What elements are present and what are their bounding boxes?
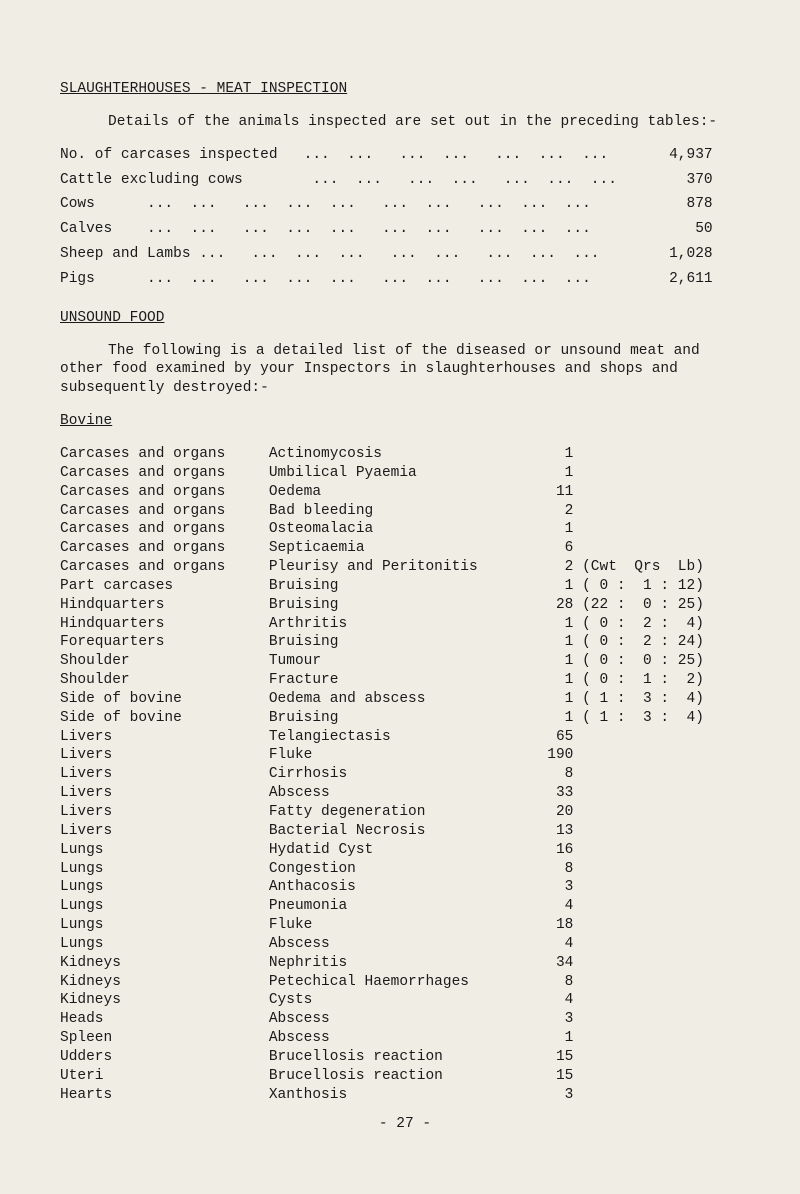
table-row: Carcases and organs Oedema 11 [60,483,750,502]
table-row: Side of bovine Oedema and abscess 1 ( 1 … [60,690,750,709]
table-row: Livers Telangiectasis 65 [60,728,750,747]
table-row: Carcases and organs Osteomalacia 1 [60,520,750,539]
stats-row: Sheep and Lambs ... ... ... ... ... ... … [60,245,750,264]
table-row: Carcases and organs Pleurisy and Periton… [60,558,750,577]
table-row: Carcases and organs Bad bleeding 2 [60,502,750,521]
table-row: Carcases and organs Septicaemia 6 [60,539,750,558]
unsound-heading: UNSOUND FOOD [60,309,750,328]
table-row: Livers Fatty degeneration 20 [60,803,750,822]
table-row: Side of bovine Bruising 1 ( 1 : 3 : 4) [60,709,750,728]
table-row: Spleen Abscess 1 [60,1029,750,1048]
table-row: Shoulder Tumour 1 ( 0 : 0 : 25) [60,652,750,671]
table-row: Kidneys Cysts 4 [60,991,750,1010]
table-row: Lungs Fluke 18 [60,916,750,935]
bovine-heading: Bovine [60,412,750,431]
table-row: Lungs Abscess 4 [60,935,750,954]
table-row: Uteri Brucellosis reaction 15 [60,1067,750,1086]
table-row: Kidneys Petechical Haemorrhages 8 [60,973,750,992]
table-row: Lungs Hydatid Cyst 16 [60,841,750,860]
stats-row: Pigs ... ... ... ... ... ... ... ... ...… [60,270,750,289]
table-row: Hindquarters Bruising 28 (22 : 0 : 25) [60,596,750,615]
table-row: Heads Abscess 3 [60,1010,750,1029]
table-row: Lungs Pneumonia 4 [60,897,750,916]
stats-row: No. of carcases inspected ... ... ... ..… [60,146,750,165]
stats-block: No. of carcases inspected ... ... ... ..… [60,146,750,295]
table-row: Udders Brucellosis reaction 15 [60,1048,750,1067]
table-row: Hearts Xanthosis 3 [60,1086,750,1105]
table-row: Livers Bacterial Necrosis 13 [60,822,750,841]
unsound-paragraph: The following is a detailed list of the … [60,342,750,399]
stats-row: Cows ... ... ... ... ... ... ... ... ...… [60,195,750,214]
table-row: Shoulder Fracture 1 ( 0 : 1 : 2) [60,671,750,690]
table-row: Lungs Congestion 8 [60,860,750,879]
stats-row: Cattle excluding cows ... ... ... ... ..… [60,171,750,190]
table-row: Livers Abscess 33 [60,784,750,803]
table-row: Part carcases Bruising 1 ( 0 : 1 : 12) [60,577,750,596]
table-row: Hindquarters Arthritis 1 ( 0 : 2 : 4) [60,615,750,634]
table-row: Carcases and organs Actinomycosis 1 [60,445,750,464]
main-title: SLAUGHTERHOUSES - MEAT INSPECTION [60,80,750,99]
stats-row: Calves ... ... ... ... ... ... ... ... .… [60,220,750,239]
table-row: Livers Cirrhosis 8 [60,765,750,784]
intro-paragraph: Details of the animals inspected are set… [60,113,750,132]
page-number: - 27 - [60,1115,750,1134]
bovine-table: Carcases and organs Actinomycosis 1 Carc… [60,445,750,1105]
document-page: SLAUGHTERHOUSES - MEAT INSPECTION Detail… [0,0,800,1194]
table-row: Forequarters Bruising 1 ( 0 : 2 : 24) [60,633,750,652]
table-row: Carcases and organs Umbilical Pyaemia 1 [60,464,750,483]
table-row: Livers Fluke 190 [60,746,750,765]
table-row: Kidneys Nephritis 34 [60,954,750,973]
table-row: Lungs Anthacosis 3 [60,878,750,897]
